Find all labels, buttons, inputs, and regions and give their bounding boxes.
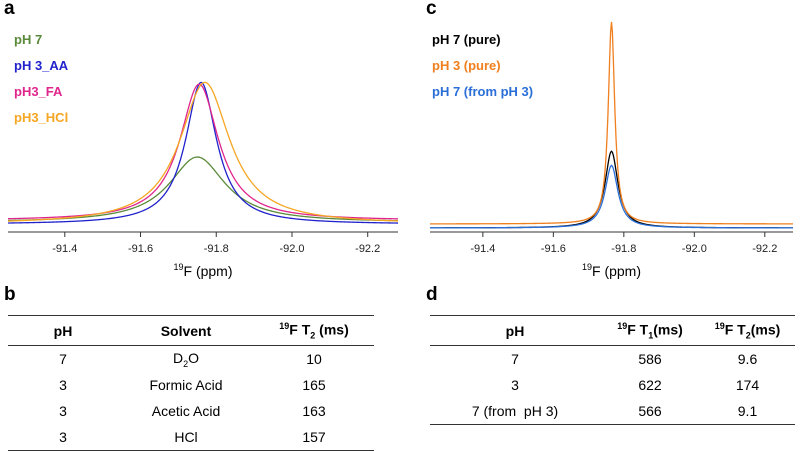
x-tick-label: -92.0 bbox=[682, 243, 707, 255]
x-axis-title: 19F (ppm) bbox=[173, 262, 232, 279]
x-tick-label: -91.8 bbox=[611, 243, 636, 255]
table-b-cell-ph: 3 bbox=[59, 377, 67, 393]
table-b-cell-solvent: Formic Acid bbox=[149, 377, 223, 393]
table-b-header-ph: pH bbox=[8, 315, 118, 346]
table-b-cell-t2: 163 bbox=[302, 403, 326, 419]
x-tick-label: -91.4 bbox=[52, 243, 77, 255]
table-d-cell-t2: 9.6 bbox=[737, 351, 758, 367]
x-tick-label: -91.4 bbox=[470, 243, 495, 255]
series-line-3 bbox=[7, 81, 399, 222]
table-b-cell-t2: 10 bbox=[306, 351, 322, 367]
series-line-2 bbox=[429, 164, 794, 229]
legend-entry: pH 7 (pure) bbox=[432, 32, 501, 47]
legend-entry: pH 3_AA bbox=[14, 58, 69, 73]
table-d-cell-ph: 3 bbox=[511, 377, 519, 393]
series-line-0 bbox=[430, 150, 793, 229]
table-row: 7 D2O 10 bbox=[8, 346, 374, 373]
x-tick-label: -91.8 bbox=[204, 243, 229, 255]
table-b-cell-solvent: D2O bbox=[172, 349, 200, 369]
table-row: 3 Acetic Acid 163 bbox=[8, 398, 374, 424]
table-d-header-t2: 19F T2(ms) bbox=[700, 315, 795, 346]
panel-label-a: a bbox=[4, 0, 15, 19]
table-d-cell-ph: 7 bbox=[511, 351, 519, 367]
series-line-1 bbox=[430, 21, 793, 225]
table-b-header-solvent: Solvent bbox=[118, 315, 254, 346]
table-d-cell-ph: 7 (from pH 3) bbox=[430, 398, 600, 425]
table-d-cell-t1: 622 bbox=[638, 377, 662, 393]
series-line-2 bbox=[7, 83, 399, 220]
table-d-header-ph: pH bbox=[430, 315, 600, 346]
table-b-header-t2: 19F T2 (ms) bbox=[254, 315, 374, 346]
legend-entry: pH 3 (pure) bbox=[432, 58, 501, 73]
x-tick-label: -91.6 bbox=[128, 243, 153, 255]
table-d-header-t1: 19F T1(ms) bbox=[600, 315, 700, 346]
relaxation-table-b: pH Solvent 19F T2 (ms) 7 D2O 10 3 Formic… bbox=[8, 315, 374, 451]
legend-entry: pH3_FA bbox=[14, 84, 63, 99]
table-b-cell-ph: 7 bbox=[59, 351, 67, 367]
table-b-cell-t2: 165 bbox=[302, 377, 326, 393]
nmr-chart-c: -91.4 -91.6 -91.8 -92.0 -92.2 19F (ppm) pH 7 (… bbox=[429, 21, 794, 279]
panel-label-c: c bbox=[426, 0, 437, 19]
table-b-cell-solvent: Acetic Acid bbox=[151, 403, 221, 419]
table-row: 7 (from pH 3) 566 9.1 bbox=[430, 398, 795, 425]
nmr-chart-a: -91.4 -91.6 -91.8 -92.0 -92.2 19F (ppm) pH 7 pH… bbox=[7, 32, 399, 279]
table-b-cell-ph: 3 bbox=[59, 403, 67, 419]
table-d-cell-t2: 9.1 bbox=[700, 398, 795, 425]
table-row: 3 622 174 bbox=[430, 372, 795, 398]
panel-label-d: d bbox=[426, 284, 438, 305]
x-tick-label: -92.0 bbox=[279, 243, 304, 255]
legend-entry: pH 7 bbox=[14, 32, 42, 47]
x-tick-label: -92.2 bbox=[752, 243, 777, 255]
table-d-cell-t1: 586 bbox=[638, 351, 662, 367]
relaxation-table-d: pH 19F T1(ms) 19F T2(ms) 7 586 9.6 3 622… bbox=[430, 315, 795, 425]
x-axis-title: 19F (ppm) bbox=[582, 262, 641, 279]
legend-entry: pH3_HCl bbox=[14, 110, 68, 125]
x-tick-label: -91.6 bbox=[541, 243, 566, 255]
legend-entry: pH 7 (from pH 3) bbox=[432, 84, 533, 99]
panel-label-b: b bbox=[4, 284, 16, 305]
series-line-1 bbox=[7, 81, 399, 224]
x-tick-label: -92.2 bbox=[355, 243, 380, 255]
series-line-0 bbox=[7, 156, 399, 222]
table-row: 7 586 9.6 bbox=[430, 346, 795, 373]
table-d-cell-t2: 174 bbox=[735, 377, 760, 393]
table-d-cell-t1: 566 bbox=[600, 398, 700, 425]
table-row: 3 Formic Acid 165 bbox=[8, 372, 374, 398]
